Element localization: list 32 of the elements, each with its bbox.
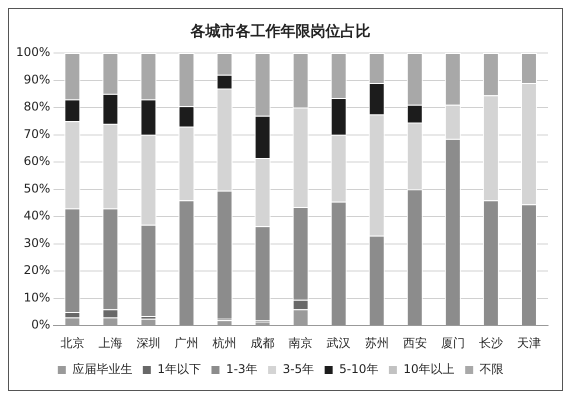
y-tick-label: 100%	[16, 45, 50, 60]
x-tick-label: 西安	[402, 336, 427, 350]
legend-label: 不限	[480, 362, 504, 376]
y-tick-label: 80%	[24, 100, 50, 114]
y-tick-label: 0%	[31, 318, 50, 332]
x-tick-label: 北京	[60, 336, 84, 350]
legend-label: 10年以上	[403, 362, 455, 376]
y-tick-label: 40%	[24, 208, 50, 223]
legend-label: 3-5年	[282, 362, 314, 376]
legend-label: 应届毕业生	[72, 362, 132, 376]
y-tick-label: 60%	[24, 154, 50, 168]
x-tick-label: 广州	[174, 336, 198, 350]
legend-label: 5-10年	[339, 362, 378, 376]
y-tick-label: 50%	[24, 181, 50, 196]
x-tick-label: 天津	[516, 336, 541, 350]
y-tick-label: 10%	[24, 290, 50, 304]
legend-label: 1年以下	[157, 362, 201, 376]
y-tick-label: 30%	[24, 236, 50, 250]
y-tick-label: 20%	[24, 263, 50, 278]
x-tick-label: 深圳	[136, 336, 160, 350]
x-tick-label: 长沙	[478, 336, 503, 350]
x-tick-label: 杭州	[212, 336, 237, 350]
x-tick-label: 厦门	[440, 336, 465, 350]
x-tick-label: 苏州	[364, 336, 389, 350]
y-tick-label: 70%	[24, 126, 50, 141]
x-tick-label: 南京	[288, 336, 313, 350]
x-tick-label: 上海	[98, 336, 122, 350]
chart-title: 各城市各工作年限岗位占比	[190, 22, 370, 40]
x-tick-label: 成都	[250, 336, 275, 350]
y-tick-label: 90%	[24, 72, 50, 86]
legend-label: 1-3年	[226, 362, 258, 376]
x-tick-label: 武汉	[326, 336, 351, 350]
